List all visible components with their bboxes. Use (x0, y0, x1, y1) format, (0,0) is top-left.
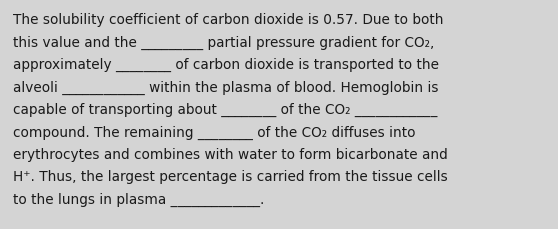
Text: erythrocytes and combines with water to form bicarbonate and: erythrocytes and combines with water to … (13, 147, 448, 161)
Text: compound. The remaining ________ of the CO₂ diffuses into: compound. The remaining ________ of the … (13, 125, 416, 139)
Text: to the lungs in plasma _____________.: to the lungs in plasma _____________. (13, 192, 264, 206)
Text: capable of transporting about ________ of the CO₂ ____________: capable of transporting about ________ o… (13, 103, 437, 117)
Text: this value and the _________ partial pressure gradient for CO₂,: this value and the _________ partial pre… (13, 35, 434, 49)
Text: The solubility coefficient of carbon dioxide is 0.57. Due to both: The solubility coefficient of carbon dio… (13, 13, 444, 27)
Text: H⁺. Thus, the largest percentage is carried from the tissue cells: H⁺. Thus, the largest percentage is carr… (13, 170, 448, 184)
Text: approximately ________ of carbon dioxide is transported to the: approximately ________ of carbon dioxide… (13, 58, 439, 72)
Text: alveoli ____________ within the plasma of blood. Hemoglobin is: alveoli ____________ within the plasma o… (13, 80, 439, 94)
